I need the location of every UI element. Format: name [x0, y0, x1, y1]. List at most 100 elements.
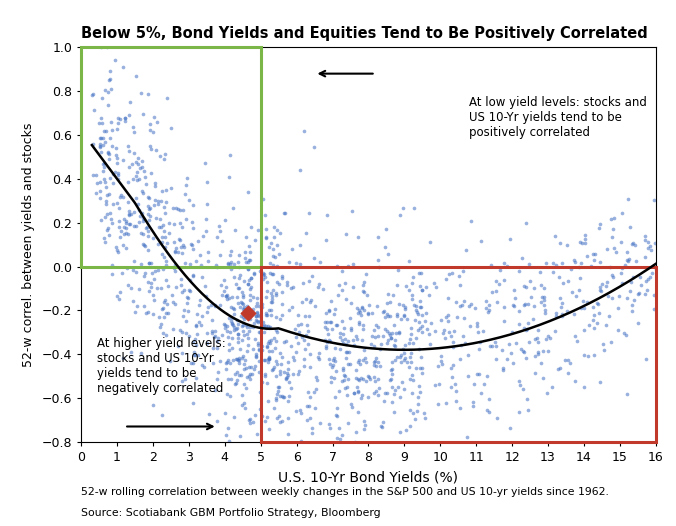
Point [170, 300, 180, 309]
Point [193, 350, 203, 359]
Point [271, 312, 282, 321]
Point [201, 329, 212, 337]
Point [356, 336, 367, 345]
Point [130, 171, 141, 180]
Point [111, 292, 122, 300]
Point [168, 237, 179, 246]
Point [414, 318, 425, 326]
Point [331, 410, 341, 419]
Point [191, 374, 202, 382]
Point [595, 378, 606, 386]
Point [123, 211, 134, 219]
Point [592, 319, 602, 327]
Point [107, 170, 118, 178]
Point [523, 337, 534, 346]
Point [334, 387, 345, 396]
Point [402, 358, 413, 367]
Point [627, 273, 638, 281]
Point [327, 363, 337, 371]
Point [412, 308, 423, 316]
Point [517, 385, 528, 393]
Point [224, 314, 235, 322]
Point [178, 286, 189, 294]
Point [416, 310, 427, 319]
Point [485, 342, 496, 350]
Point [331, 434, 342, 442]
Point [474, 370, 485, 378]
Point [319, 318, 330, 327]
Point [160, 296, 170, 304]
Point [381, 339, 392, 348]
Point [529, 302, 539, 310]
Point [253, 317, 264, 326]
Point [228, 356, 239, 364]
Point [245, 291, 256, 299]
Point [208, 343, 218, 352]
Text: Below 5%, Bond Yields and Equities Tend to Be Positively Correlated: Below 5%, Bond Yields and Equities Tend … [81, 26, 648, 41]
Point [127, 297, 138, 305]
Point [491, 298, 502, 307]
Point [322, 330, 333, 338]
Point [539, 295, 550, 304]
Point [498, 366, 509, 374]
Point [640, 236, 651, 245]
Point [268, 365, 279, 373]
Point [354, 356, 364, 365]
Point [219, 216, 230, 224]
Point [257, 342, 268, 350]
Point [562, 277, 573, 286]
Point [118, 193, 128, 201]
Point [123, 147, 134, 155]
Point [235, 298, 246, 306]
Point [402, 315, 412, 323]
Point [264, 242, 274, 251]
Point [530, 335, 541, 343]
Point [164, 219, 175, 228]
Point [361, 377, 372, 385]
Point [277, 274, 288, 282]
Point [415, 324, 426, 332]
Point [200, 159, 211, 167]
Point [324, 360, 335, 369]
Point [579, 239, 590, 247]
Point [522, 325, 533, 333]
Point [539, 306, 550, 314]
Point [606, 215, 617, 223]
Point [175, 206, 186, 214]
Point [105, 118, 116, 126]
Point [584, 321, 595, 329]
Point [271, 289, 282, 297]
Point [313, 353, 324, 361]
Point [406, 349, 417, 357]
Point [151, 284, 162, 292]
Point [257, 300, 268, 308]
Point [101, 127, 112, 135]
Point [254, 312, 265, 320]
Point [306, 296, 317, 304]
Point [298, 127, 309, 135]
Point [327, 361, 338, 369]
Point [405, 375, 416, 383]
Point [274, 349, 285, 357]
Point [95, 141, 105, 150]
Point [324, 307, 335, 315]
Point [551, 309, 562, 317]
Point [645, 242, 656, 250]
Point [95, 187, 105, 196]
Point [301, 442, 312, 450]
Point [213, 368, 224, 376]
Point [325, 423, 336, 432]
Point [372, 233, 383, 241]
Point [191, 321, 201, 330]
Point [141, 309, 151, 317]
Point [644, 272, 655, 281]
Point [170, 260, 180, 269]
Point [310, 372, 321, 381]
Point [264, 306, 274, 314]
Point [254, 301, 264, 310]
Point [509, 302, 520, 310]
Point [194, 318, 205, 326]
Point [295, 409, 306, 417]
Point [482, 308, 493, 317]
Point [532, 334, 543, 342]
